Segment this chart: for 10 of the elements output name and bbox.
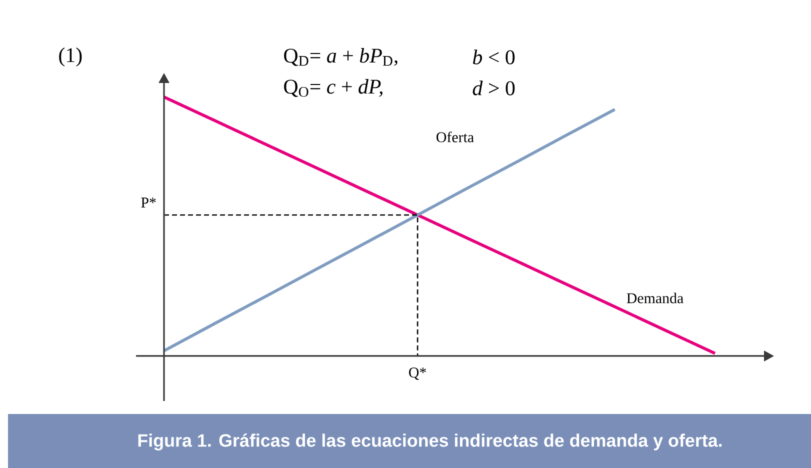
text: b < 0 xyxy=(472,50,515,64)
text: Q$_{O}$= c + dP, xyxy=(284,79,382,97)
text: Q* xyxy=(409,368,426,380)
text: Figura 1. Gráficas de las ecuaciones indirectas de demanda y oferta. xyxy=(138,434,722,450)
annotation: P* xyxy=(141,198,156,208)
text: d > 0 xyxy=(472,80,515,96)
text: Oferta xyxy=(436,132,474,142)
text: (1) xyxy=(59,48,82,66)
text: Q$_{D}$= a + bP$_{D}$, xyxy=(284,48,398,66)
series-label: Demanda xyxy=(626,292,684,304)
